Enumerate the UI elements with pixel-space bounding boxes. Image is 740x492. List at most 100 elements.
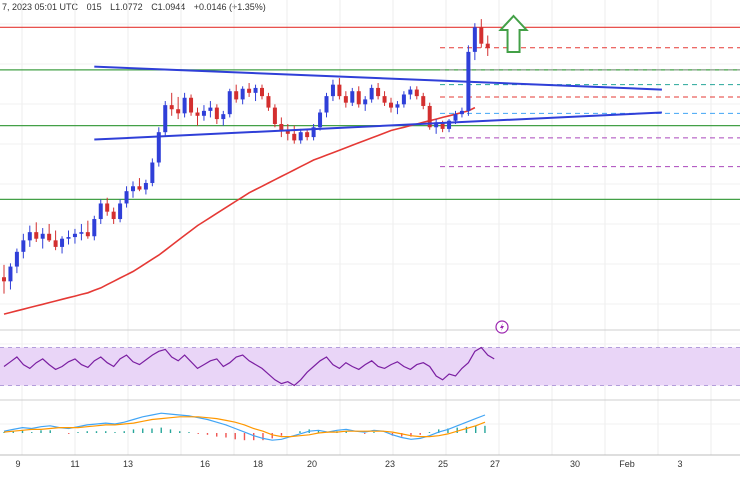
candle-body bbox=[247, 88, 252, 93]
candle-body bbox=[143, 182, 148, 190]
candle-body bbox=[137, 186, 142, 190]
x-tick-label: 23 bbox=[385, 459, 395, 469]
candle-body bbox=[40, 233, 45, 239]
candle bbox=[66, 230, 71, 245]
x-tick-label: 11 bbox=[70, 459, 79, 469]
candle bbox=[311, 123, 316, 141]
candle-body bbox=[382, 96, 387, 103]
candle-body bbox=[330, 84, 335, 97]
candle bbox=[479, 19, 484, 48]
sma-line bbox=[3, 106, 476, 315]
candle bbox=[447, 119, 452, 133]
macd-signal-line bbox=[3, 416, 486, 438]
candle bbox=[356, 86, 361, 108]
x-tick-label: 27 bbox=[490, 459, 500, 469]
trendline bbox=[94, 65, 662, 91]
candle-body bbox=[427, 105, 432, 128]
candle-body bbox=[311, 127, 316, 138]
candle-body bbox=[447, 120, 452, 129]
candle-body bbox=[195, 112, 200, 116]
candle bbox=[143, 179, 148, 195]
candle bbox=[318, 109, 323, 131]
candle bbox=[227, 88, 232, 118]
candle bbox=[214, 104, 219, 124]
up-arrow-icon bbox=[498, 14, 529, 53]
candle-body bbox=[66, 237, 71, 239]
rsi-band bbox=[0, 347, 740, 386]
candle-body bbox=[208, 107, 213, 111]
candle bbox=[169, 92, 174, 116]
candle-body bbox=[60, 238, 65, 247]
candle bbox=[485, 35, 490, 56]
candle bbox=[434, 119, 439, 134]
x-tick-label: 3 bbox=[677, 459, 682, 469]
x-tick-label: Feb bbox=[619, 459, 635, 469]
candle bbox=[182, 92, 187, 118]
candle bbox=[414, 86, 419, 100]
candle-body bbox=[156, 132, 161, 163]
candle-body bbox=[163, 105, 168, 133]
candle-body bbox=[472, 27, 477, 52]
candle bbox=[131, 181, 135, 198]
candle-body bbox=[401, 94, 406, 105]
candle bbox=[234, 84, 239, 103]
candle bbox=[98, 199, 103, 224]
candle-body bbox=[72, 233, 77, 238]
candle bbox=[14, 248, 19, 274]
candle bbox=[260, 84, 264, 100]
candle-body bbox=[253, 87, 258, 93]
candle bbox=[85, 220, 90, 239]
candle bbox=[27, 225, 32, 247]
candle bbox=[401, 91, 406, 108]
candle bbox=[421, 92, 426, 110]
candle-body bbox=[337, 84, 342, 97]
x-tick-label: 18 bbox=[253, 459, 263, 469]
candle bbox=[459, 107, 464, 118]
x-tick-label: 30 bbox=[570, 459, 580, 469]
candle bbox=[466, 45, 471, 116]
candle-body bbox=[34, 232, 39, 239]
candle bbox=[34, 222, 39, 242]
candle bbox=[221, 110, 226, 126]
candle-body bbox=[2, 277, 6, 282]
candle-body bbox=[350, 91, 355, 103]
candle bbox=[279, 117, 284, 138]
candle bbox=[389, 97, 393, 113]
candle-body bbox=[201, 110, 206, 116]
x-tick-label: 16 bbox=[200, 459, 210, 469]
lightning-bolt-glyph bbox=[500, 323, 504, 331]
candle bbox=[247, 83, 252, 97]
header-high: 015 bbox=[86, 2, 102, 12]
x-tick-label: 13 bbox=[123, 459, 133, 469]
candle-body bbox=[479, 27, 484, 44]
candle bbox=[324, 92, 329, 118]
candle-body bbox=[214, 107, 219, 120]
candle bbox=[72, 228, 77, 244]
candle-body bbox=[356, 91, 361, 105]
candle-body bbox=[376, 87, 381, 97]
candle-body bbox=[47, 233, 52, 241]
candle-body bbox=[298, 132, 303, 141]
candle-body bbox=[98, 203, 103, 220]
candle bbox=[163, 101, 168, 136]
candle-body bbox=[240, 88, 245, 100]
candle bbox=[92, 215, 97, 241]
candle bbox=[382, 91, 387, 106]
candle bbox=[8, 263, 13, 290]
candle bbox=[330, 79, 335, 102]
candle-body bbox=[169, 105, 174, 110]
candle-body bbox=[14, 251, 19, 267]
candle-body bbox=[85, 232, 90, 237]
candle bbox=[53, 230, 58, 251]
candle bbox=[472, 23, 477, 61]
candle bbox=[240, 86, 245, 105]
candle bbox=[47, 223, 52, 242]
candle-body bbox=[111, 211, 116, 220]
candle bbox=[298, 128, 303, 144]
candle-body bbox=[266, 96, 271, 108]
candle bbox=[350, 87, 355, 106]
chart-header: 7, 2023 05:01 UTC 015 L1.0772 C1.0944 +0… bbox=[2, 2, 272, 12]
candle bbox=[363, 96, 368, 111]
candle-body bbox=[389, 102, 393, 108]
